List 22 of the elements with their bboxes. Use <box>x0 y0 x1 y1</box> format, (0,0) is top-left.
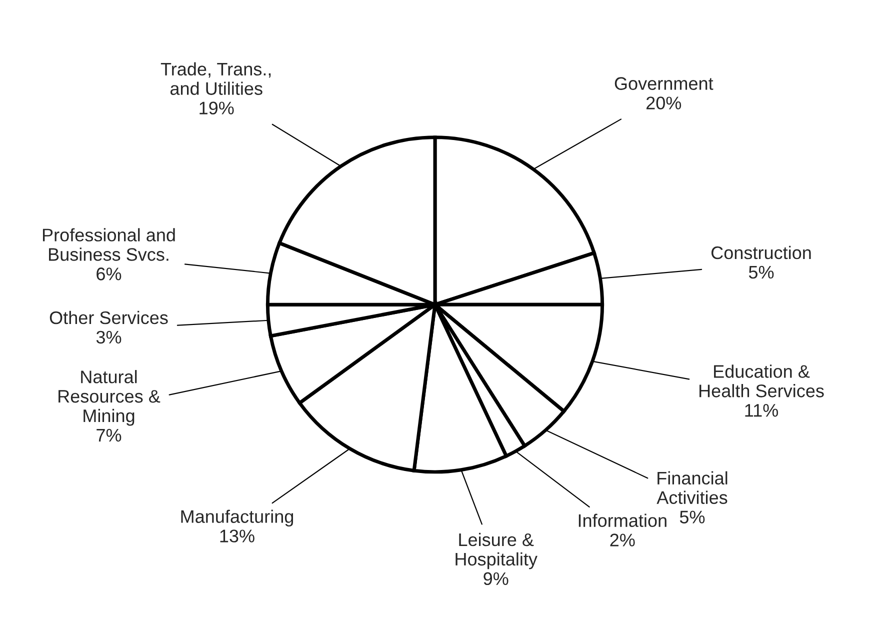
data-label: 5% <box>680 510 705 524</box>
data-label: 7% <box>96 428 122 442</box>
data-label: 20% <box>646 96 682 110</box>
data-label: 3% <box>96 330 122 344</box>
data-label: 11% <box>745 404 778 417</box>
data-label: 13% <box>220 530 254 542</box>
slice-label: Other Services <box>50 310 168 324</box>
slice-label: Professional and Business Svcs. <box>42 228 175 261</box>
data-label: 19% <box>200 102 234 114</box>
slice-label: Construction <box>711 246 811 260</box>
slice-label: Natural Resources & Mining <box>58 370 160 426</box>
slice-label: Government <box>614 77 714 90</box>
slice-label: Trade, Trans., and Utilities <box>160 62 271 95</box>
data-label: 9% <box>484 572 508 586</box>
data-label: 6% <box>96 268 122 280</box>
slice-label: Education & Health Services <box>700 364 824 398</box>
data-label: 2% <box>610 534 635 546</box>
slice-label: Financial Activities <box>656 471 728 504</box>
slice-label: Information <box>578 514 666 527</box>
slice-label: Leisure & Hospitality <box>456 532 538 570</box>
slice-label: Manufacturing <box>181 510 294 527</box>
data-label: 5% <box>748 266 774 279</box>
